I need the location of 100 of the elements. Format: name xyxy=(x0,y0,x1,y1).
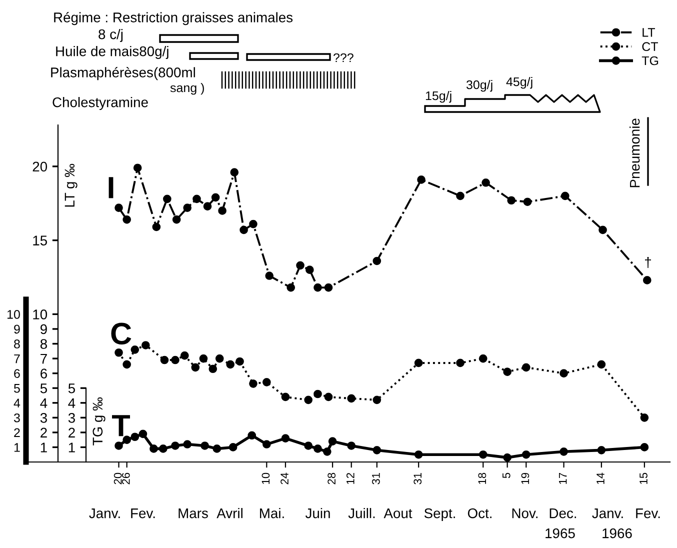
point xyxy=(560,369,568,378)
annotation: Pneumonie xyxy=(630,118,640,188)
y2-tick-label: 6 xyxy=(14,369,20,378)
annotation: T xyxy=(112,415,130,436)
point xyxy=(482,178,490,187)
point xyxy=(503,453,512,462)
text: Avril xyxy=(216,508,242,518)
point xyxy=(152,222,161,232)
text: Régime : Restriction graisses animales xyxy=(54,12,293,26)
text: 1965 xyxy=(546,528,575,538)
text: Janv. xyxy=(592,508,623,518)
x-tick-label: 12 xyxy=(346,472,354,484)
y-tick-label: 7 xyxy=(40,354,47,364)
point xyxy=(248,431,256,440)
point xyxy=(598,226,607,234)
y-tick-label: 9 xyxy=(40,324,47,334)
text: Janv. xyxy=(89,508,120,518)
point xyxy=(141,341,150,350)
text: Aout xyxy=(384,508,412,518)
x-tick-label: 5 xyxy=(502,472,510,478)
y-tick-label: 1 xyxy=(40,442,47,452)
text: Plasmaphérèses(800ml xyxy=(51,67,195,80)
y-tick-label: 4 xyxy=(40,398,48,408)
y-tick-label: 6 xyxy=(40,368,47,378)
point xyxy=(215,354,224,363)
x-tick-label: 31 xyxy=(372,472,380,484)
point xyxy=(160,356,169,364)
text: Cholestyramine xyxy=(52,97,148,110)
text: Juill. xyxy=(348,508,375,518)
point xyxy=(306,266,314,274)
point xyxy=(414,358,423,368)
point xyxy=(642,276,652,284)
text: 30g/j xyxy=(466,80,492,92)
point xyxy=(478,450,488,459)
point xyxy=(163,194,172,204)
point xyxy=(208,364,218,374)
y3-tick-label: 1 xyxy=(68,442,75,452)
point xyxy=(130,346,140,354)
point xyxy=(314,444,322,453)
text: Huile de mais80g/j xyxy=(56,46,168,59)
point xyxy=(523,198,532,206)
legend-label: LT xyxy=(642,28,655,37)
text: 1966 xyxy=(602,528,632,538)
point xyxy=(228,443,238,452)
point xyxy=(347,442,356,450)
point xyxy=(417,176,426,184)
x-tick-label: 10 xyxy=(262,472,270,484)
y2-tick-label: 1 xyxy=(14,443,20,452)
point xyxy=(456,358,464,368)
y-tick-label: 20 xyxy=(32,162,48,172)
point xyxy=(597,446,606,454)
point xyxy=(560,447,568,456)
y2-tick-label: 4 xyxy=(14,398,20,408)
y-tick-label: 5 xyxy=(40,384,47,394)
point xyxy=(262,440,271,448)
point xyxy=(150,444,158,453)
x-tick-label: 17 xyxy=(559,472,567,484)
point xyxy=(130,432,140,442)
point xyxy=(218,206,226,215)
point xyxy=(171,356,180,364)
point xyxy=(522,450,530,459)
point xyxy=(456,192,464,200)
point xyxy=(372,256,382,266)
point xyxy=(133,164,142,172)
point xyxy=(122,360,131,369)
x-tick-label: 20 xyxy=(114,472,122,484)
x-tick-label: 24 xyxy=(280,472,288,484)
point xyxy=(212,444,222,453)
y-tick-label: 3 xyxy=(40,412,47,423)
point xyxy=(183,204,192,212)
point xyxy=(114,442,123,450)
point xyxy=(158,444,168,453)
annotation: C xyxy=(111,322,132,344)
point xyxy=(640,413,649,422)
point xyxy=(560,192,570,200)
text: Fev. xyxy=(131,508,155,518)
point xyxy=(322,447,332,456)
point xyxy=(640,443,649,452)
x-tick-label: 15 xyxy=(640,472,648,484)
y2-tick-label: 7 xyxy=(14,354,20,364)
point xyxy=(183,440,192,448)
point xyxy=(180,351,189,360)
y3-tick-label: 5 xyxy=(68,384,75,394)
y2-tick-label: 8 xyxy=(14,340,20,348)
x-tick-label: 19 xyxy=(521,472,530,484)
point xyxy=(372,396,382,404)
point xyxy=(230,168,239,176)
annotation: I xyxy=(108,177,114,198)
y2-tick-label: 9 xyxy=(14,324,20,334)
text: ??? xyxy=(334,53,354,62)
point xyxy=(138,430,148,438)
y2-tick-label: 2 xyxy=(14,428,20,437)
y-axis-title: LT g ‰ xyxy=(64,164,78,207)
point xyxy=(240,226,248,234)
point xyxy=(324,283,333,292)
y2-tick-label: 5 xyxy=(14,384,20,393)
y-tick-label: 2 xyxy=(40,428,47,438)
point xyxy=(286,283,296,292)
legend-label: TG xyxy=(642,56,658,66)
point xyxy=(211,193,220,202)
